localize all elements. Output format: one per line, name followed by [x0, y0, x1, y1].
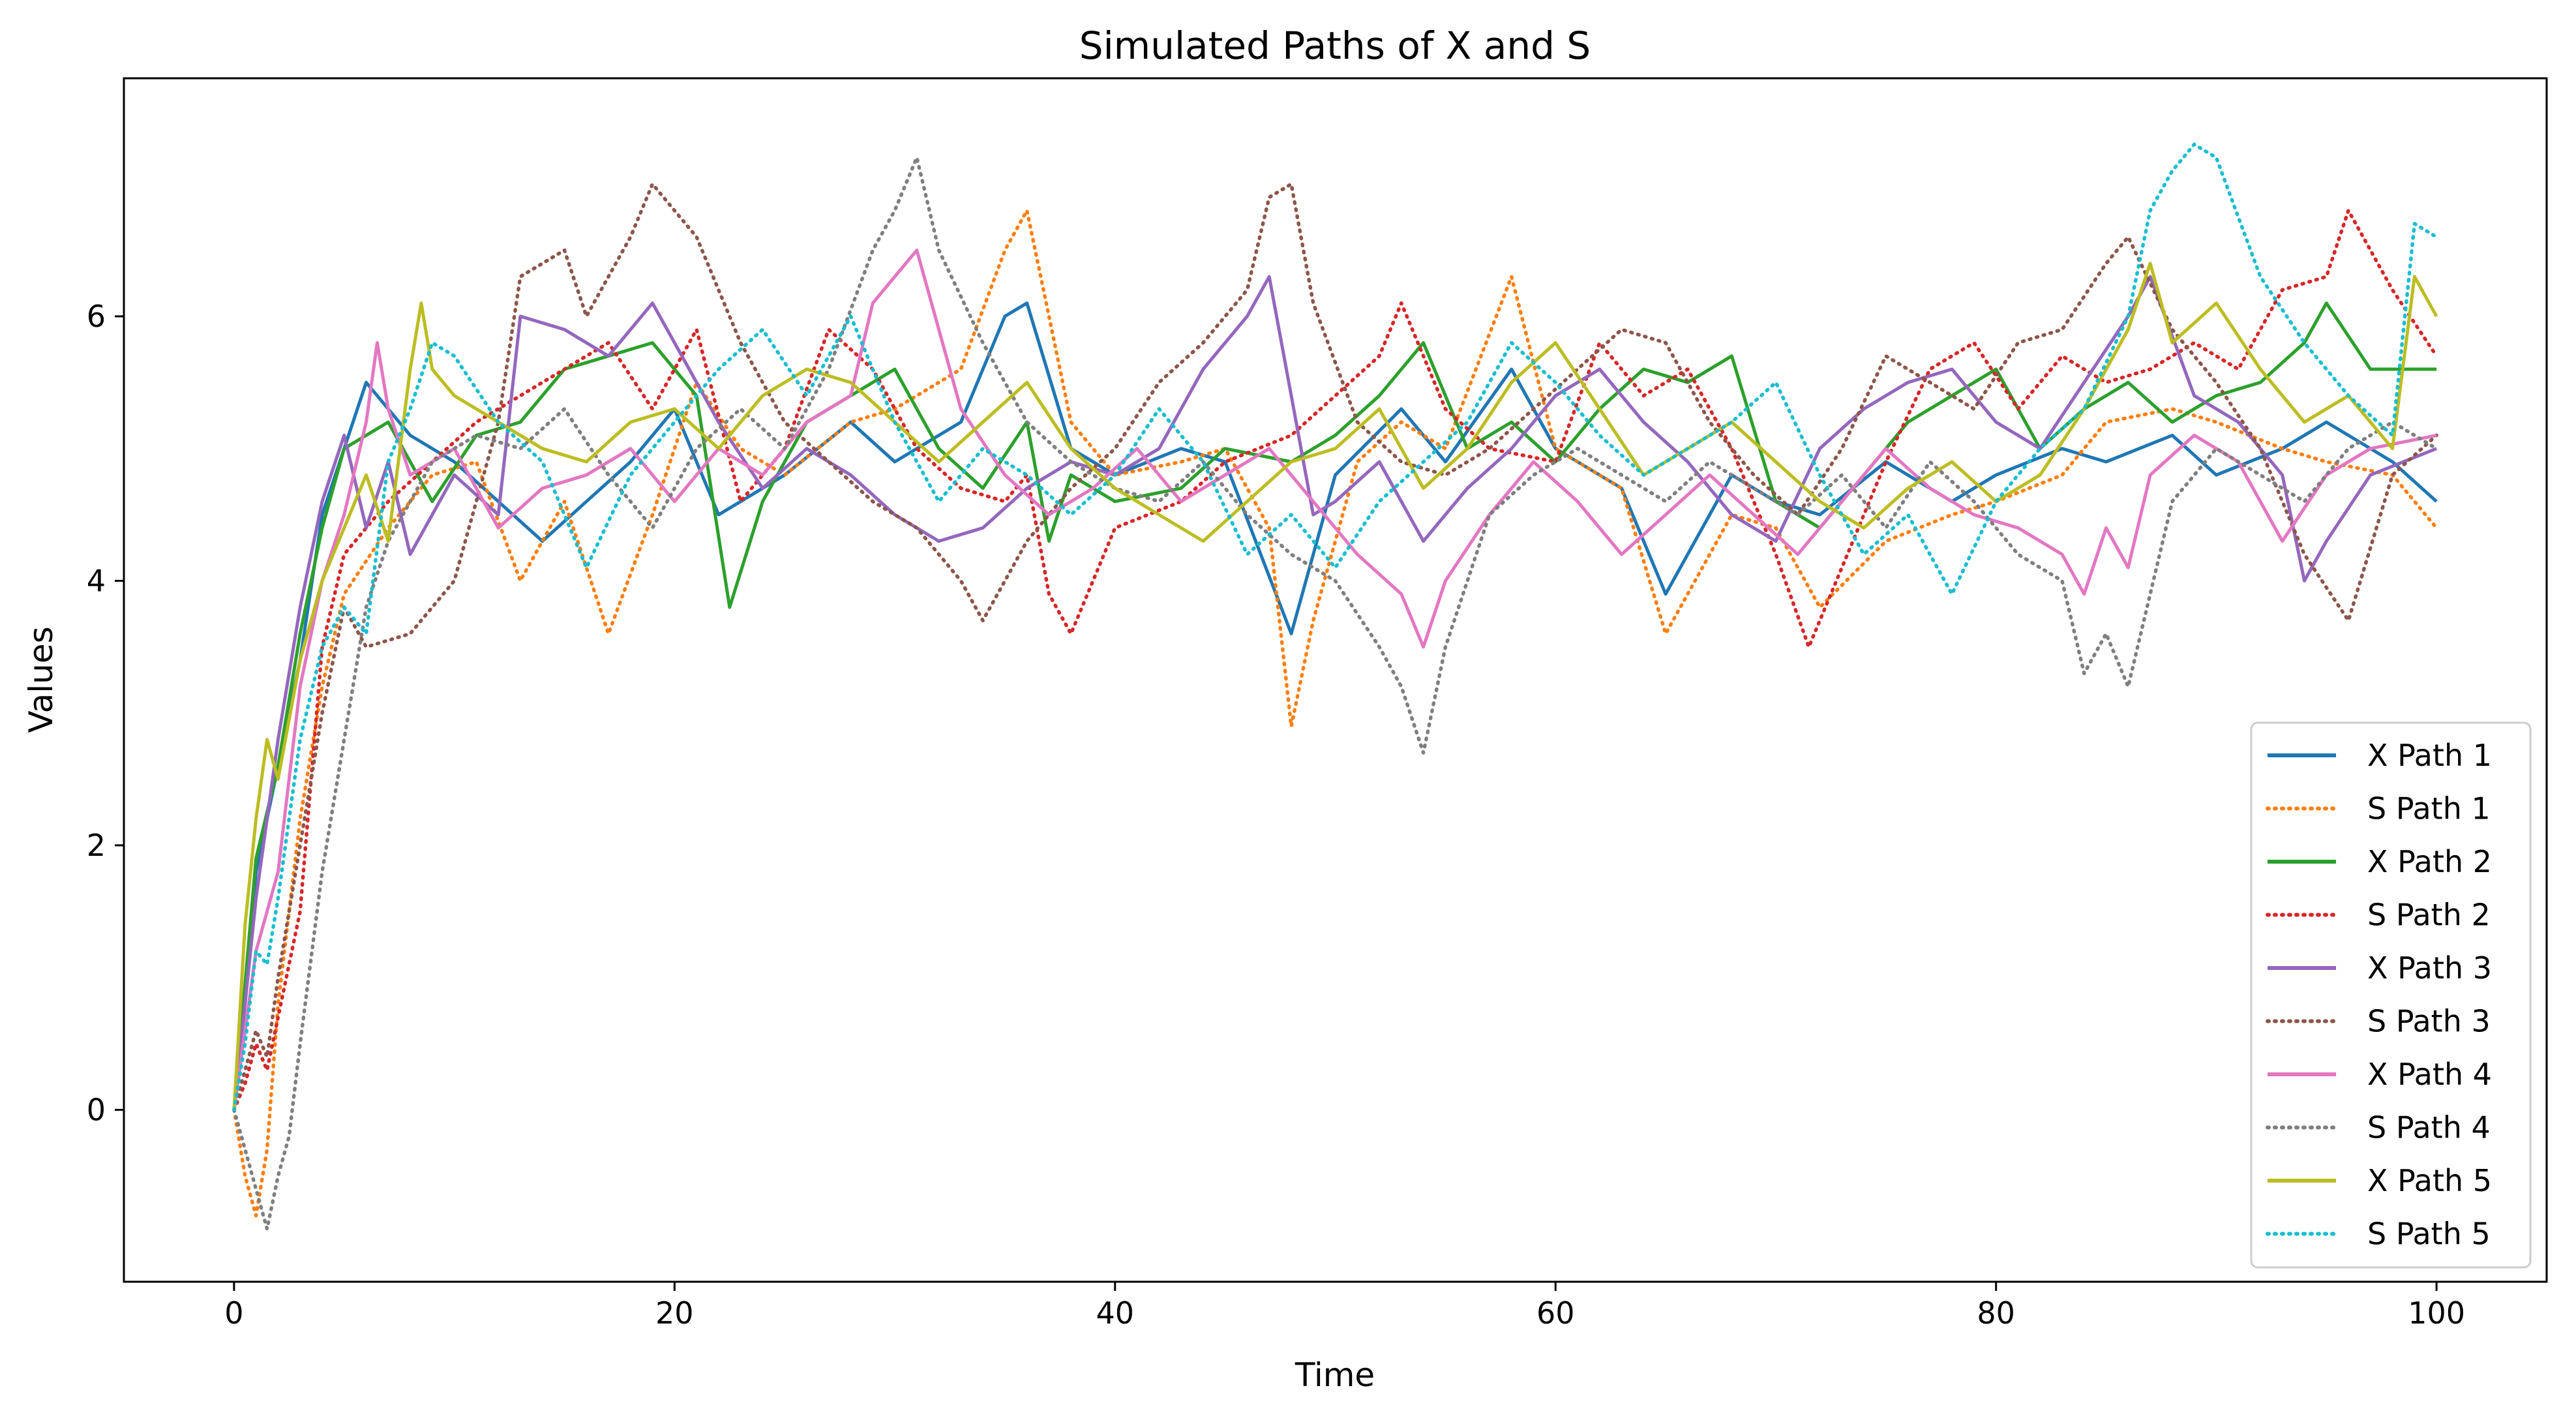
legend-label-4: S Path 2: [2367, 898, 2491, 933]
legend-box: [2250, 721, 2532, 1269]
y-tick-label: 4: [87, 563, 106, 598]
legend-label-10: S Path 5: [2367, 1217, 2491, 1252]
x-tick-label: 60: [1536, 1295, 1575, 1331]
legend-label-5: X Path 3: [2367, 950, 2492, 986]
plot-frame: [123, 77, 2548, 1283]
x-axis-label: Time: [1295, 1356, 1375, 1394]
legend-label-9: X Path 5: [2367, 1163, 2492, 1198]
series-line-6: [232, 182, 2438, 1112]
x-tick-label: 100: [2408, 1295, 2465, 1331]
y-tick-label: 6: [87, 299, 106, 334]
chart-title: Simulated Paths of X and S: [1079, 23, 1591, 68]
series-layer: [232, 142, 2438, 1231]
plot-area: [124, 78, 2547, 1282]
y-tick-label: 0: [87, 1092, 106, 1127]
y-axis: 0 2 4 6: [87, 299, 124, 1127]
series-line-8: [232, 155, 2438, 1231]
series-line-2: [232, 208, 2438, 1218]
legend-label-1: X Path 1: [2367, 738, 2492, 773]
series-line-4: [232, 208, 2438, 1112]
legend-label-6: S Path 3: [2367, 1004, 2491, 1039]
legend-label-8: S Path 4: [2367, 1110, 2491, 1145]
y-tick-label: 2: [87, 828, 106, 863]
legend-label-2: S Path 1: [2367, 791, 2491, 826]
x-tick-label: 20: [655, 1295, 694, 1331]
x-axis: 0 20 40 60 80 100: [224, 1282, 2465, 1331]
series-line-9: [232, 262, 2438, 1110]
legend-label-7: X Path 4: [2367, 1057, 2492, 1092]
y-axis-label: Values: [22, 626, 60, 733]
x-tick-label: 0: [224, 1295, 243, 1331]
legend-label-3: X Path 2: [2367, 844, 2492, 879]
x-tick-label: 80: [1977, 1295, 2015, 1331]
x-tick-label: 40: [1096, 1295, 1134, 1331]
series-line-10: [232, 142, 2438, 1112]
legend: X Path 1 S Path 1 X Path 2 S Path 2 X Path 3…: [2250, 721, 2532, 1269]
